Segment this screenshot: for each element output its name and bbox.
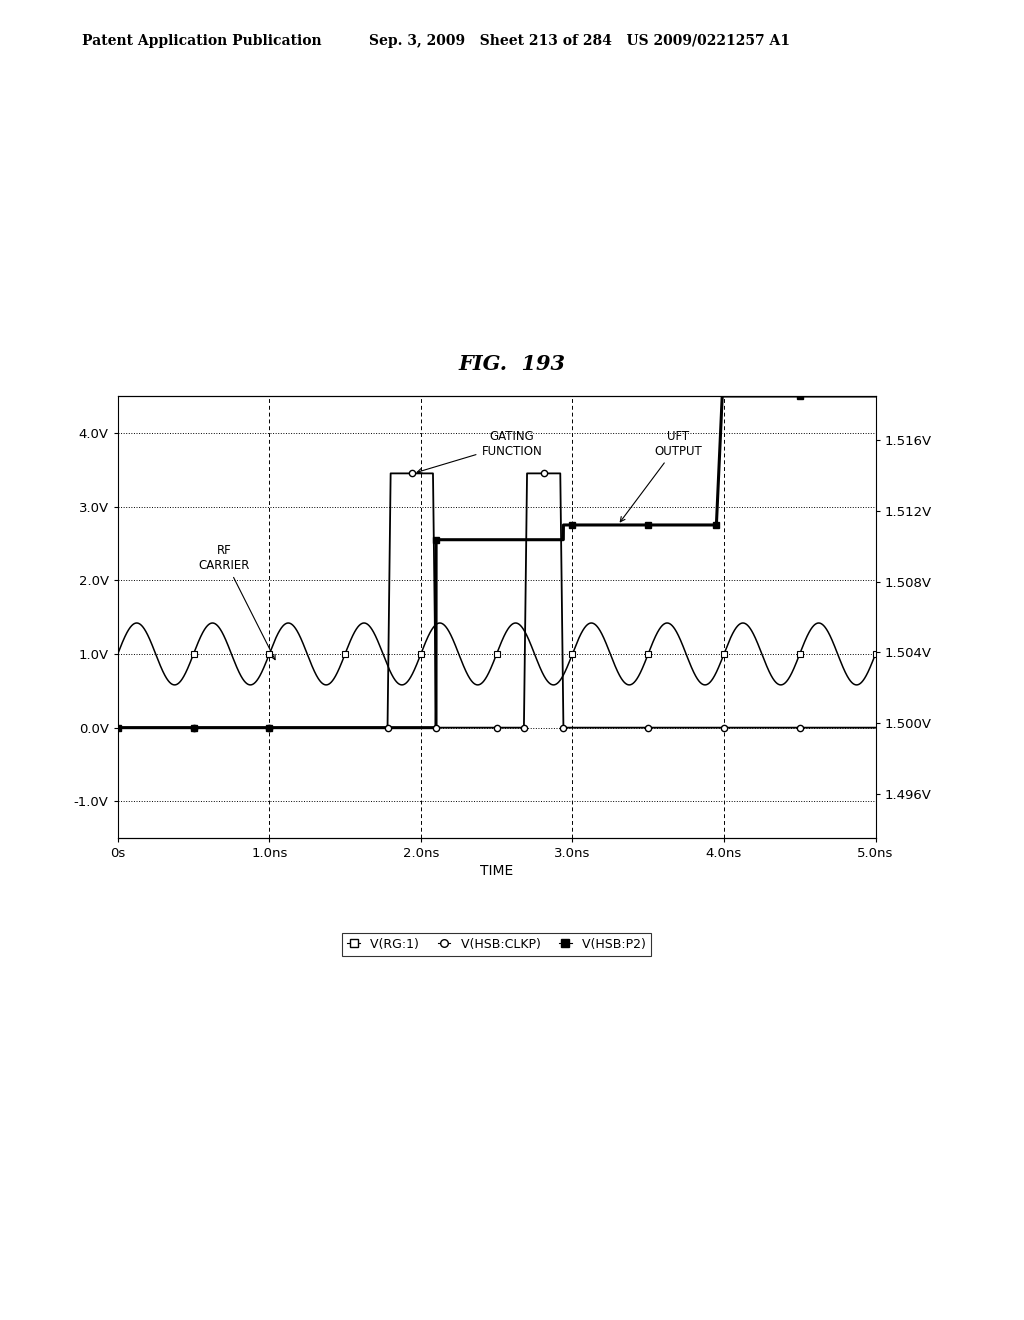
Text: FIG.  193: FIG. 193 [459,354,565,374]
Text: GATING
FUNCTION: GATING FUNCTION [417,430,542,473]
Text: Sep. 3, 2009   Sheet 213 of 284   US 2009/0221257 A1: Sep. 3, 2009 Sheet 213 of 284 US 2009/02… [369,34,790,48]
Text: UFT
OUTPUT: UFT OUTPUT [621,430,702,521]
Text: RF
CARRIER: RF CARRIER [199,544,275,660]
X-axis label: TIME: TIME [480,865,513,878]
Text: Patent Application Publication: Patent Application Publication [82,34,322,48]
Legend:  V(RG:1),  V(HSB:CLKP),  V(HSB:P2): V(RG:1), V(HSB:CLKP), V(HSB:P2) [342,933,651,956]
